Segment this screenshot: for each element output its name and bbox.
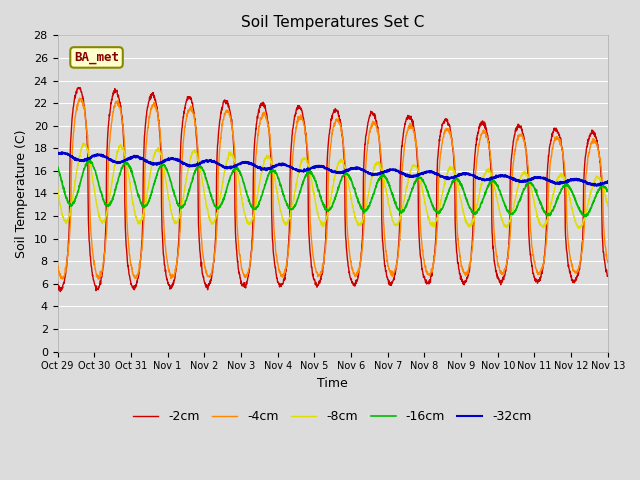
-4cm [95,276,103,282]
Y-axis label: Soil Temperature (C): Soil Temperature (C) [15,129,28,258]
-8cm [493,195,500,201]
-8cm [54,183,61,189]
-4cm [349,269,356,275]
-8cm [604,204,612,209]
-2cm [56,289,64,295]
-16cm [54,164,61,169]
-32cm [604,179,612,184]
-2cm [207,276,215,282]
-4cm [54,262,61,267]
-16cm [84,157,92,163]
-8cm [556,174,563,180]
Line: -32cm: -32cm [58,152,608,186]
Line: -16cm: -16cm [58,160,608,216]
-2cm [493,273,500,278]
-32cm [54,151,61,156]
-8cm [80,140,88,146]
-16cm [580,214,588,219]
-4cm [604,260,612,265]
-16cm [604,188,612,193]
-8cm [571,216,579,221]
Line: -4cm: -4cm [58,98,608,279]
-32cm [493,173,500,179]
-2cm [75,84,83,90]
-32cm [556,181,563,187]
-32cm [591,183,598,189]
-16cm [349,181,356,187]
-4cm [207,271,215,276]
-8cm [349,203,356,208]
Legend: -2cm, -4cm, -8cm, -16cm, -32cm: -2cm, -4cm, -8cm, -16cm, -32cm [129,405,537,428]
-4cm [361,181,369,187]
Line: -2cm: -2cm [58,87,608,292]
-16cm [493,182,500,188]
-2cm [54,279,61,285]
-16cm [571,196,579,202]
-16cm [207,192,215,198]
-4cm [571,270,579,276]
-4cm [76,95,84,101]
-32cm [58,149,66,155]
-4cm [493,253,500,259]
-32cm [571,177,579,182]
-2cm [604,274,612,279]
-8cm [575,226,582,231]
-4cm [556,136,563,142]
-2cm [556,134,563,140]
Line: -8cm: -8cm [58,143,608,228]
-2cm [361,141,369,147]
X-axis label: Time: Time [317,377,348,390]
-16cm [361,208,369,214]
-16cm [556,191,563,196]
-32cm [207,159,215,165]
Text: BA_met: BA_met [74,51,119,64]
-2cm [349,281,356,287]
-32cm [349,165,356,171]
-2cm [571,277,579,283]
-8cm [207,219,215,225]
-32cm [361,168,369,173]
-8cm [361,210,369,216]
Title: Soil Temperatures Set C: Soil Temperatures Set C [241,15,424,30]
